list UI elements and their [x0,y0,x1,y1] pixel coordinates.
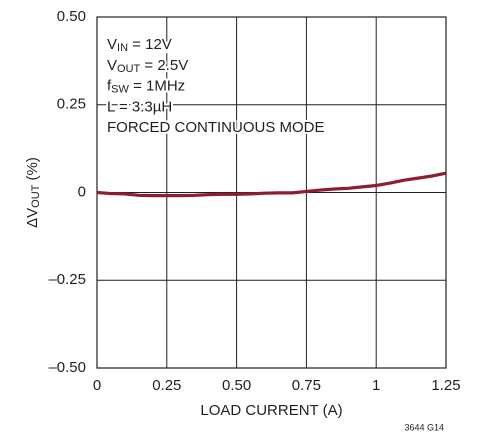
text-part: V [107,57,117,74]
annotation: L = 3.3µH [107,98,172,115]
text-part: IN [117,42,128,54]
x-tick-label: 0 [93,377,101,394]
annotation: fSW = 1MHz [107,78,185,96]
annotation: VIN = 12V [107,36,172,54]
text-part: = 1MHz [129,78,185,95]
text-part: SW [111,83,129,95]
x-tick-label: 0.75 [292,377,321,394]
y-tick-label: –0.25 [48,271,86,288]
annotation: VOUT = 2.5V [107,57,188,75]
y-axis-label: ΔVOUT (%) [24,157,42,228]
x-tick-label: 0.50 [222,377,251,394]
data-line [96,171,447,198]
text-part: OUT [117,62,141,74]
text-part: = 12V [128,36,172,53]
x-tick-label: 1 [372,377,380,394]
annotation: FORCED CONTINUOUS MODE [107,119,325,136]
text-part: = 2.5V [140,57,188,74]
x-tick-label: 0.25 [152,377,181,394]
x-axis-label: LOAD CURRENT (A) [200,402,342,419]
text-part: V [107,36,117,53]
text-part: ΔV [24,208,41,228]
y-tick-label: 0.25 [57,96,86,113]
text-part: FORCED CONTINUOUS MODE [107,119,325,136]
text-part: L = 3.3µH [107,98,172,115]
y-tick-label: –0.50 [48,359,86,376]
text-part: (%) [24,157,41,185]
y-tick-label: 0.50 [57,8,86,25]
footnote: 3644 G14 [404,422,444,432]
text-part: f [107,78,112,95]
text-part: OUT [30,184,42,208]
x-tick-label: 1.25 [431,377,460,394]
y-tick-label: 0 [78,183,86,200]
